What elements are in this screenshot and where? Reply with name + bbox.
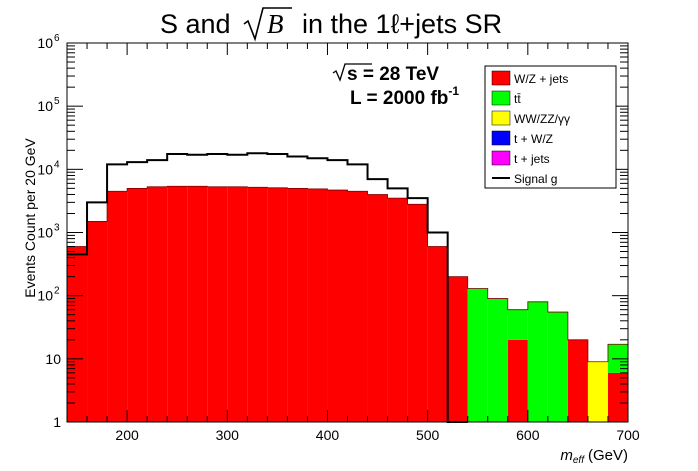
y-tick-label-5: 10 bbox=[37, 98, 53, 114]
y-axis-label: Events Count per 20 GeV bbox=[22, 138, 38, 298]
lumi-main: L = 2000 fb bbox=[350, 88, 448, 109]
y-tick-exp-6: 6 bbox=[54, 33, 60, 44]
bar-1-22 bbox=[507, 309, 528, 340]
x-label-sub: eff bbox=[573, 455, 585, 466]
bar-0-1 bbox=[87, 221, 108, 422]
bar-0-25 bbox=[567, 339, 588, 422]
x-label-main: m bbox=[560, 447, 573, 464]
y-tick-label-1: 10 bbox=[45, 351, 61, 367]
bar-0-9 bbox=[247, 187, 268, 422]
bar-0-18 bbox=[427, 246, 448, 422]
legend-label-4: t + jets bbox=[514, 152, 550, 166]
bar-0-11 bbox=[287, 188, 308, 422]
bar-0-13 bbox=[327, 190, 348, 422]
bar-0-22 bbox=[507, 339, 528, 422]
x-label-unit: (GeV) bbox=[588, 447, 628, 464]
bar-0-15 bbox=[367, 194, 388, 422]
legend-swatch-1 bbox=[491, 90, 511, 106]
y-tick-exp-3: 3 bbox=[54, 223, 60, 234]
legend-label-5: Signal g bbox=[514, 172, 557, 186]
legend-box bbox=[484, 65, 617, 189]
title-suffix: in the 1ℓ+jets SR bbox=[302, 9, 502, 39]
bar-1-23 bbox=[527, 301, 548, 422]
legend-label-2: WW/ZZ/γγ bbox=[514, 112, 570, 126]
bar-0-7 bbox=[207, 186, 228, 422]
bar-0-14 bbox=[347, 191, 368, 422]
bar-0-5 bbox=[167, 186, 188, 422]
y-tick-exp-5: 5 bbox=[54, 96, 60, 107]
bar-0-2 bbox=[107, 191, 128, 422]
x-tick-label-2: 400 bbox=[316, 427, 340, 443]
stack-outline bbox=[66, 185, 628, 422]
legend-swatch-4 bbox=[491, 150, 511, 166]
bar-0-19 bbox=[447, 276, 468, 422]
lumi-annotation: L = 2000 fb-1 bbox=[350, 84, 459, 109]
y-tick-label-4: 10 bbox=[37, 161, 53, 177]
y-tick-label-2: 10 bbox=[37, 288, 53, 304]
bar-2-26 bbox=[587, 361, 608, 422]
bar-0-27 bbox=[607, 372, 628, 422]
x-tick-label-4: 600 bbox=[516, 427, 540, 443]
x-tick-label-5: 700 bbox=[616, 427, 640, 443]
chart-title: S and bbox=[160, 9, 231, 39]
legend-label-3: t + W/Z bbox=[514, 132, 553, 146]
x-tick-label-1: 300 bbox=[216, 427, 240, 443]
bar-0-0 bbox=[67, 246, 88, 422]
lumi-exp: -1 bbox=[448, 84, 459, 98]
bar-0-6 bbox=[187, 186, 208, 422]
x-tick-label-0: 200 bbox=[115, 427, 139, 443]
bar-1-20 bbox=[467, 288, 488, 422]
legend-swatch-2 bbox=[491, 110, 511, 126]
title-prefix: S and bbox=[160, 9, 231, 39]
bar-0-8 bbox=[227, 186, 248, 422]
x-tick-label-3: 500 bbox=[416, 427, 440, 443]
bar-0-10 bbox=[267, 187, 288, 422]
bar-0-12 bbox=[307, 188, 328, 422]
legend-label-0: W/Z + jets bbox=[514, 72, 568, 86]
bar-0-3 bbox=[127, 188, 148, 422]
bar-0-17 bbox=[407, 204, 428, 422]
title-sqrt-sign bbox=[243, 7, 292, 42]
signal-line bbox=[67, 152, 468, 423]
bar-0-4 bbox=[147, 186, 168, 422]
energy-annotation: s = 28 TeV bbox=[347, 64, 439, 85]
y-tick-exp-4: 4 bbox=[54, 159, 60, 170]
energy-sqrt-sign bbox=[332, 63, 372, 82]
legend-swatch-0 bbox=[491, 70, 511, 86]
y-tick-label-0: 1 bbox=[53, 414, 61, 430]
y-tick-label-3: 10 bbox=[37, 225, 53, 241]
bar-0-16 bbox=[387, 198, 408, 422]
y-tick-exp-2: 2 bbox=[54, 286, 60, 297]
legend-label-1: tt̄ bbox=[514, 92, 521, 106]
bar-1-24 bbox=[547, 312, 568, 422]
bar-1-21 bbox=[487, 298, 508, 422]
title-sqrt-b: B bbox=[267, 9, 284, 39]
y-tick-label-6: 10 bbox=[37, 35, 53, 51]
x-axis-label: meff (GeV) bbox=[560, 447, 628, 466]
legend: W/Z + jets tt̄ WW/ZZ/γγ t + W/Z t + jets Sign… bbox=[491, 70, 570, 186]
legend-swatch-3 bbox=[491, 130, 511, 146]
